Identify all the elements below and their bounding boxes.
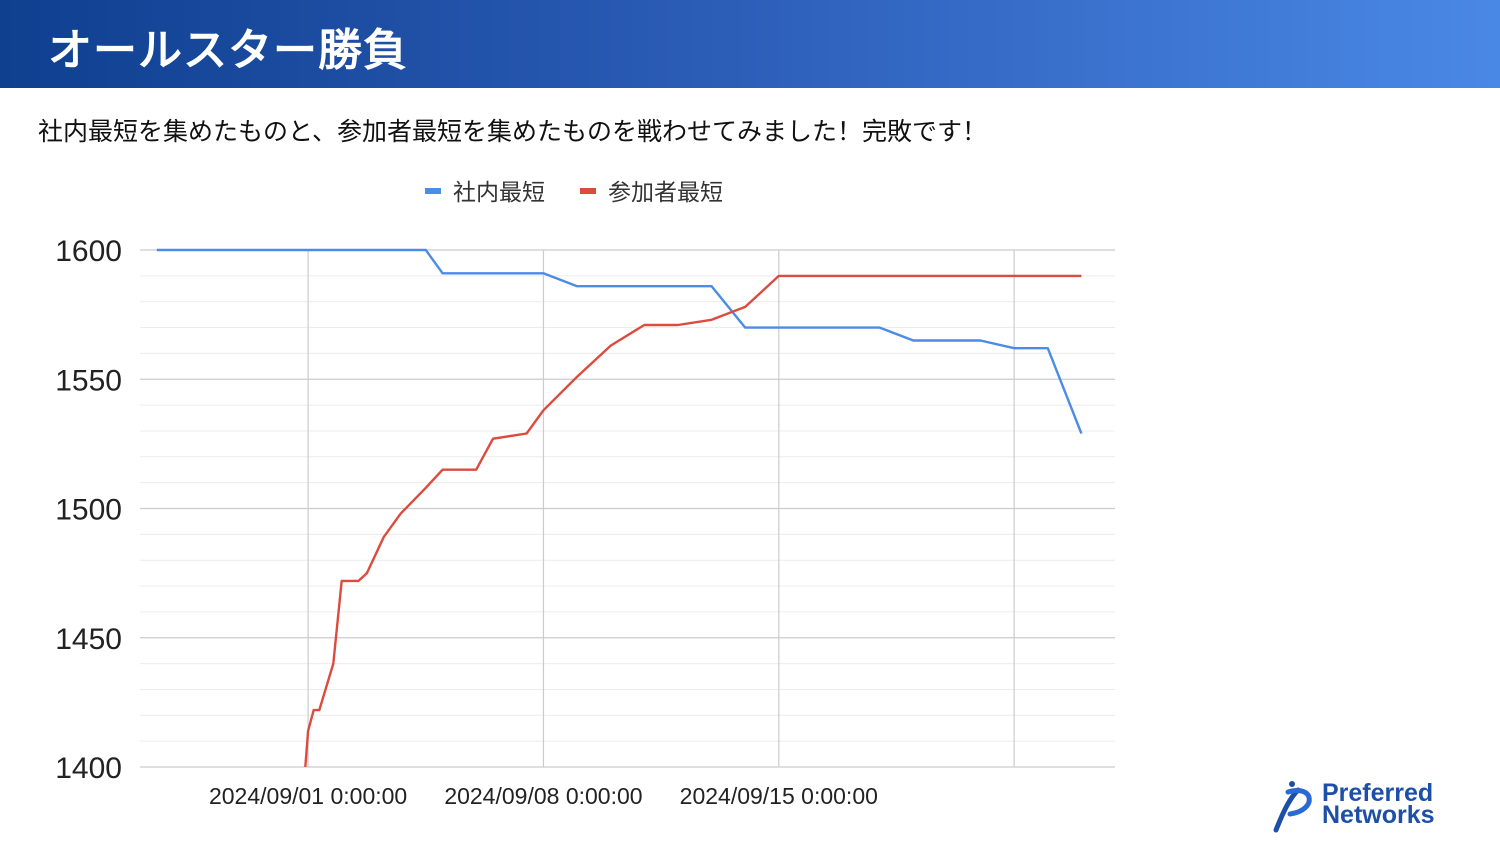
y-tick-label: 1500 — [55, 494, 122, 527]
x-tick-label: 2024/09/08 0:00:00 — [444, 783, 642, 809]
logo-line1: Preferred — [1322, 779, 1434, 807]
y-tick-label: 1600 — [55, 235, 122, 268]
company-logo: Preferred Networks — [1270, 780, 1485, 835]
title-bar: オールスター勝負 — [0, 0, 1500, 88]
y-tick-label: 1450 — [55, 623, 122, 656]
series-line-participants — [304, 274, 1082, 768]
legend-swatch — [425, 188, 441, 194]
slide-title: オールスター勝負 — [48, 25, 408, 76]
legend-label: 社内最短 — [453, 180, 545, 206]
legend-label: 参加者最短 — [608, 180, 723, 206]
logo-line2: Networks — [1322, 801, 1435, 829]
logo-wordmark: Preferred Networks — [1322, 779, 1435, 829]
series-line-internal — [156, 248, 1083, 434]
x-tick-label: 2024/09/01 0:00:00 — [209, 783, 407, 809]
legend-swatch — [580, 188, 596, 194]
y-tick-label: 1550 — [55, 364, 122, 397]
slide-subtitle: 社内最短を集めたものと、参加者最短を集めたものを戦わせてみました！完敗です！ — [38, 117, 988, 146]
x-tick-label: 2024/09/15 0:00:00 — [680, 783, 878, 809]
logo-mark-icon — [1273, 781, 1312, 833]
y-tick-label: 1400 — [55, 752, 122, 785]
